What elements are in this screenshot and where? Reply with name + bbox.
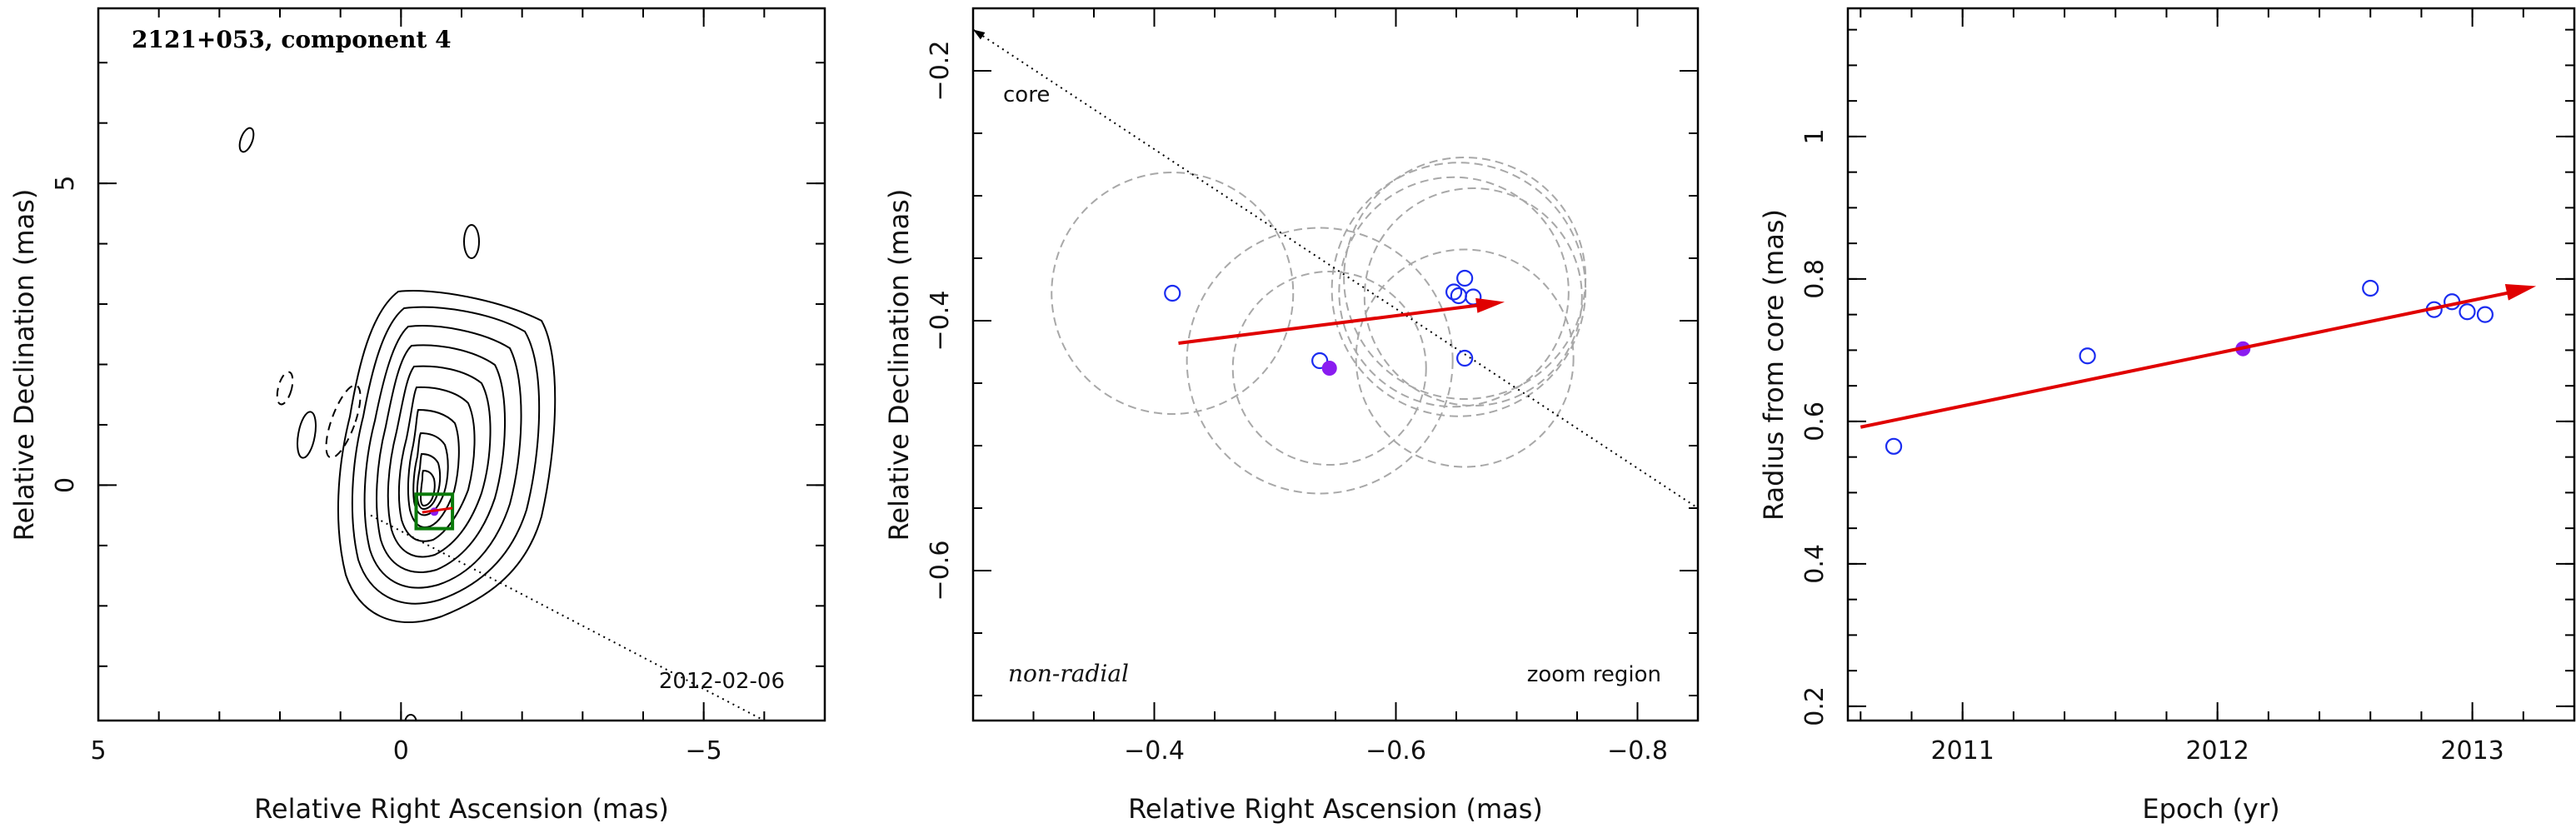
zoom-region-label: zoom region	[1527, 662, 1661, 687]
tick-labels: 5 0 −5 5 0	[51, 176, 722, 766]
panel-radius-vs-epoch: 2011 2012 2013 0.2 0.4 0.6 0.8 1 Epoch (yr) Rad…	[1758, 7, 2576, 825]
tick-labels: 2011 2012 2013 0.2 0.4 0.6 0.8 1	[1800, 128, 2504, 766]
position-point	[1456, 349, 1474, 367]
y-tick-label: 0.8	[1800, 259, 1830, 299]
y-tick-label: −0.6	[926, 541, 955, 601]
zoom-plot-content	[973, 28, 1698, 509]
current-epoch-point	[1321, 361, 1337, 376]
y-axis-label: Relative Declination (mas)	[883, 189, 915, 541]
radius-plot-content	[1860, 279, 2537, 455]
x-tick-label: 5	[90, 736, 106, 766]
fit-arrowhead	[2504, 284, 2537, 301]
velocity-arrow	[1178, 302, 1489, 345]
contour-map	[238, 127, 557, 721]
axis-ticks	[97, 8, 826, 721]
isolated-contours	[238, 127, 480, 721]
tick-labels: −0.4 −0.6 −0.8 −0.2 −0.4 −0.6	[926, 41, 1668, 766]
x-axis-label: Epoch (yr)	[2142, 793, 2279, 825]
core-label: core	[1003, 82, 1050, 107]
y-tick-label: −0.2	[926, 41, 955, 102]
x-tick-label: −0.4	[1124, 736, 1185, 766]
error-circle	[1343, 157, 1587, 400]
x-tick-label: −5	[686, 736, 722, 766]
map-title: 2121+053, component 4	[132, 26, 452, 53]
plot-frame	[1846, 7, 2576, 722]
x-tick-label: −0.6	[1365, 736, 1426, 766]
radius-point	[1885, 437, 1903, 455]
y-tick-label: −0.4	[926, 291, 955, 352]
error-circle	[1355, 248, 1575, 468]
panel-zoom-region: −0.4 −0.6 −0.8 −0.2 −0.4 −0.6 core non-radial…	[883, 7, 1700, 825]
negative-contours	[276, 371, 362, 459]
x-tick-label: 2012	[2185, 736, 2249, 766]
contour-levels	[337, 290, 557, 623]
radius-point	[2476, 306, 2494, 323]
motion-arrow	[422, 506, 453, 514]
position-point	[1311, 352, 1329, 370]
core-direction-line	[370, 514, 765, 721]
x-tick-label: 0	[393, 736, 409, 766]
position-point	[1445, 283, 1463, 301]
y-tick-label: 0	[51, 477, 80, 493]
y-tick-label: 0.4	[1800, 544, 1830, 584]
epoch-annotation: 2012-02-06	[659, 669, 785, 694]
error-circle	[1231, 271, 1427, 466]
axis-ticks	[1848, 8, 2575, 721]
error-circle	[1051, 172, 1295, 415]
zoom-region-box	[414, 492, 455, 531]
position-point	[1164, 284, 1181, 302]
radius-point	[2459, 303, 2476, 321]
motion-type-label: non-radial	[1008, 660, 1129, 687]
x-axis-label: Relative Right Ascension (mas)	[254, 793, 669, 825]
core-arrowhead	[973, 29, 986, 40]
y-axis-label: Radius from core (mas)	[1758, 209, 1790, 521]
radius-point	[2362, 279, 2379, 297]
x-tick-label: −0.8	[1607, 736, 1668, 766]
error-circle	[1330, 162, 1587, 417]
x-tick-label: 2013	[2440, 736, 2504, 766]
y-tick-label: 5	[51, 176, 80, 192]
y-tick-label: 1	[1800, 128, 1830, 144]
panel-contour-map: 5 0 −550 2121+053, component 4 2012-02-06 …	[8, 7, 826, 825]
error-circle	[1186, 227, 1454, 495]
plot-frame	[97, 7, 826, 722]
radius-point	[2079, 347, 2096, 365]
y-tick-label: 0.6	[1800, 402, 1830, 441]
y-tick-label: 0.2	[1800, 686, 1830, 726]
y-axis-label: Relative Declination (mas)	[8, 189, 40, 541]
x-tick-label: 2011	[1931, 736, 1994, 766]
error-circle	[1363, 187, 1583, 407]
position-point	[1450, 287, 1468, 305]
core-direction-line	[973, 28, 1698, 509]
error-circle	[1338, 176, 1570, 408]
velocity-arrowhead	[1475, 297, 1505, 313]
axis-ticks	[972, 7, 1699, 721]
fit-arrow	[1860, 290, 2514, 429]
position-point	[1456, 269, 1474, 287]
map-overlays	[370, 492, 765, 721]
x-axis-label: Relative Right Ascension (mas)	[1128, 793, 1543, 825]
